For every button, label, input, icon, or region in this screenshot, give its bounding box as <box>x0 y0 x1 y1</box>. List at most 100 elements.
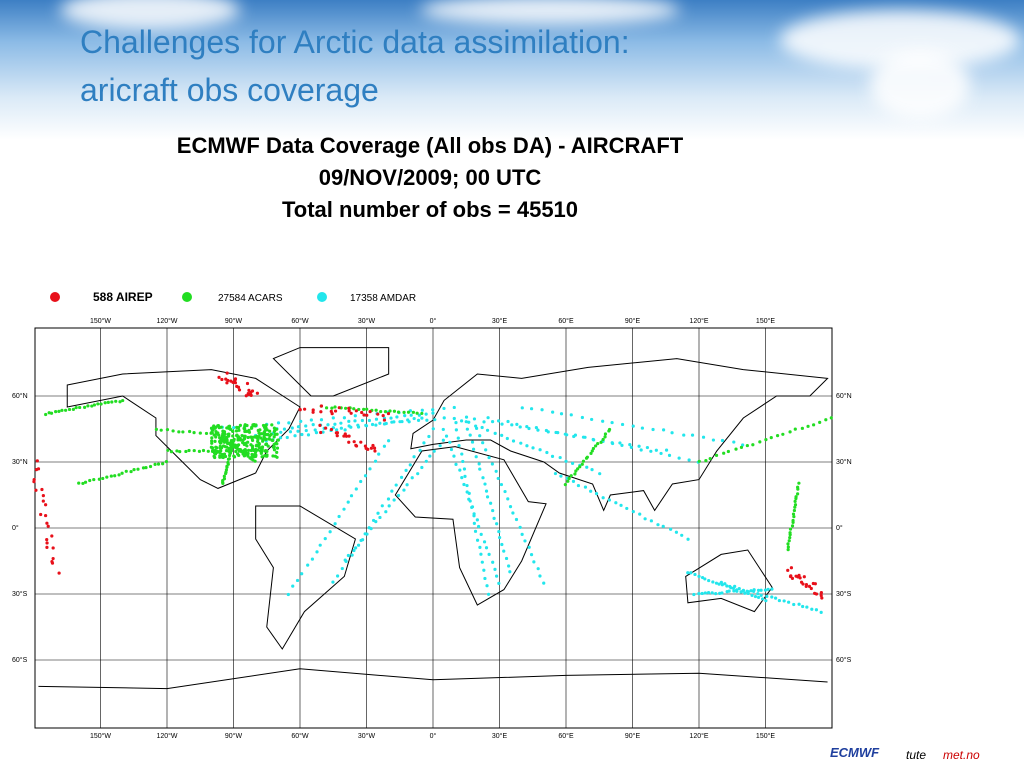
observation-dot <box>374 408 378 412</box>
observation-dot <box>813 591 817 596</box>
observation-dot <box>478 467 482 471</box>
observation-dot <box>117 473 121 477</box>
observation-dot <box>374 520 378 524</box>
observation-dot <box>159 428 163 432</box>
lon-label: 60°E <box>558 732 574 740</box>
observation-dot <box>354 444 359 448</box>
observation-dot <box>594 492 599 496</box>
observation-dot <box>518 525 522 529</box>
observation-dot <box>794 495 798 499</box>
observation-dot <box>801 582 805 586</box>
observation-dot <box>396 410 401 414</box>
observation-dot <box>459 419 464 423</box>
observation-dot <box>67 407 72 412</box>
observation-dot <box>275 450 279 454</box>
observation-dot <box>640 426 644 430</box>
observation-dot <box>231 380 235 385</box>
observation-dot <box>295 578 300 583</box>
observation-dot <box>497 581 501 585</box>
observation-dot <box>506 497 510 501</box>
observation-dot <box>192 431 196 435</box>
legend-label: 27584 ACARS <box>218 293 283 304</box>
observation-dot <box>540 408 544 412</box>
observation-dot <box>564 459 568 463</box>
observation-dot <box>227 449 231 454</box>
observation-dot <box>244 394 248 398</box>
observation-dot <box>585 455 589 459</box>
observation-dot <box>214 425 218 429</box>
observation-dot <box>711 580 715 584</box>
observation-dot <box>349 494 354 498</box>
observation-dot <box>814 608 819 612</box>
observation-dot <box>387 504 391 508</box>
observation-dot <box>425 418 429 422</box>
observation-dot <box>365 407 369 411</box>
observation-dot <box>318 543 322 547</box>
lon-label: 60°W <box>291 317 309 325</box>
observation-dot <box>315 550 319 554</box>
observation-dot <box>238 438 243 442</box>
observation-dot <box>237 428 241 432</box>
observation-dot <box>99 402 103 406</box>
observation-dot <box>363 474 368 478</box>
observation-dot <box>306 563 310 567</box>
observation-dot <box>794 574 798 578</box>
observation-dot <box>255 434 259 438</box>
observation-dot <box>333 405 337 409</box>
observation-dot <box>71 407 75 411</box>
observation-dot <box>362 413 366 417</box>
observation-dot <box>689 571 693 575</box>
observation-dot <box>664 448 669 452</box>
observation-dot <box>544 428 549 433</box>
observation-dot <box>226 457 231 461</box>
observation-dot <box>493 567 497 571</box>
observation-dot <box>787 600 791 604</box>
observation-dot <box>601 496 605 500</box>
observation-dot <box>796 492 800 496</box>
observation-dot <box>733 584 737 588</box>
observation-dot <box>83 480 88 484</box>
observation-dot <box>412 416 416 421</box>
observation-dot <box>491 508 495 513</box>
observation-dot <box>222 474 226 478</box>
observation-dot <box>583 485 588 489</box>
observation-dot <box>257 441 261 446</box>
observation-dot <box>90 404 94 408</box>
observation-dot <box>750 593 754 598</box>
observation-dot <box>313 428 317 432</box>
observation-dot <box>482 568 486 572</box>
observation-dot <box>745 443 749 448</box>
observation-dot <box>346 553 350 558</box>
observation-dot <box>792 602 796 607</box>
observation-dot <box>156 462 161 466</box>
observation-dot <box>700 591 704 596</box>
observation-dot <box>791 518 795 523</box>
observation-dot <box>480 425 484 430</box>
observation-dot <box>228 427 233 432</box>
observation-dot <box>576 483 581 488</box>
observation-dot <box>340 566 344 571</box>
observation-dot <box>760 597 765 601</box>
observation-dot <box>373 449 377 453</box>
observation-dot <box>649 449 653 453</box>
observation-dot <box>462 467 467 471</box>
observation-dot <box>105 475 109 479</box>
observation-dot <box>487 552 491 556</box>
observation-dot <box>392 498 396 502</box>
observation-dot <box>242 454 246 458</box>
observation-dot <box>756 588 761 592</box>
observation-dot <box>210 446 215 450</box>
map <box>32 328 833 728</box>
observation-dot <box>45 538 49 542</box>
observation-dot <box>386 411 391 416</box>
observation-dot <box>812 423 816 427</box>
observation-dot <box>725 584 729 588</box>
observation-dot <box>330 412 334 416</box>
observation-dot <box>722 451 726 455</box>
observation-dot <box>493 431 497 435</box>
observation-dot <box>714 581 719 585</box>
observation-dot <box>643 517 647 521</box>
observation-dot <box>508 505 513 509</box>
observation-dot <box>625 506 629 511</box>
observation-dot <box>217 425 222 430</box>
